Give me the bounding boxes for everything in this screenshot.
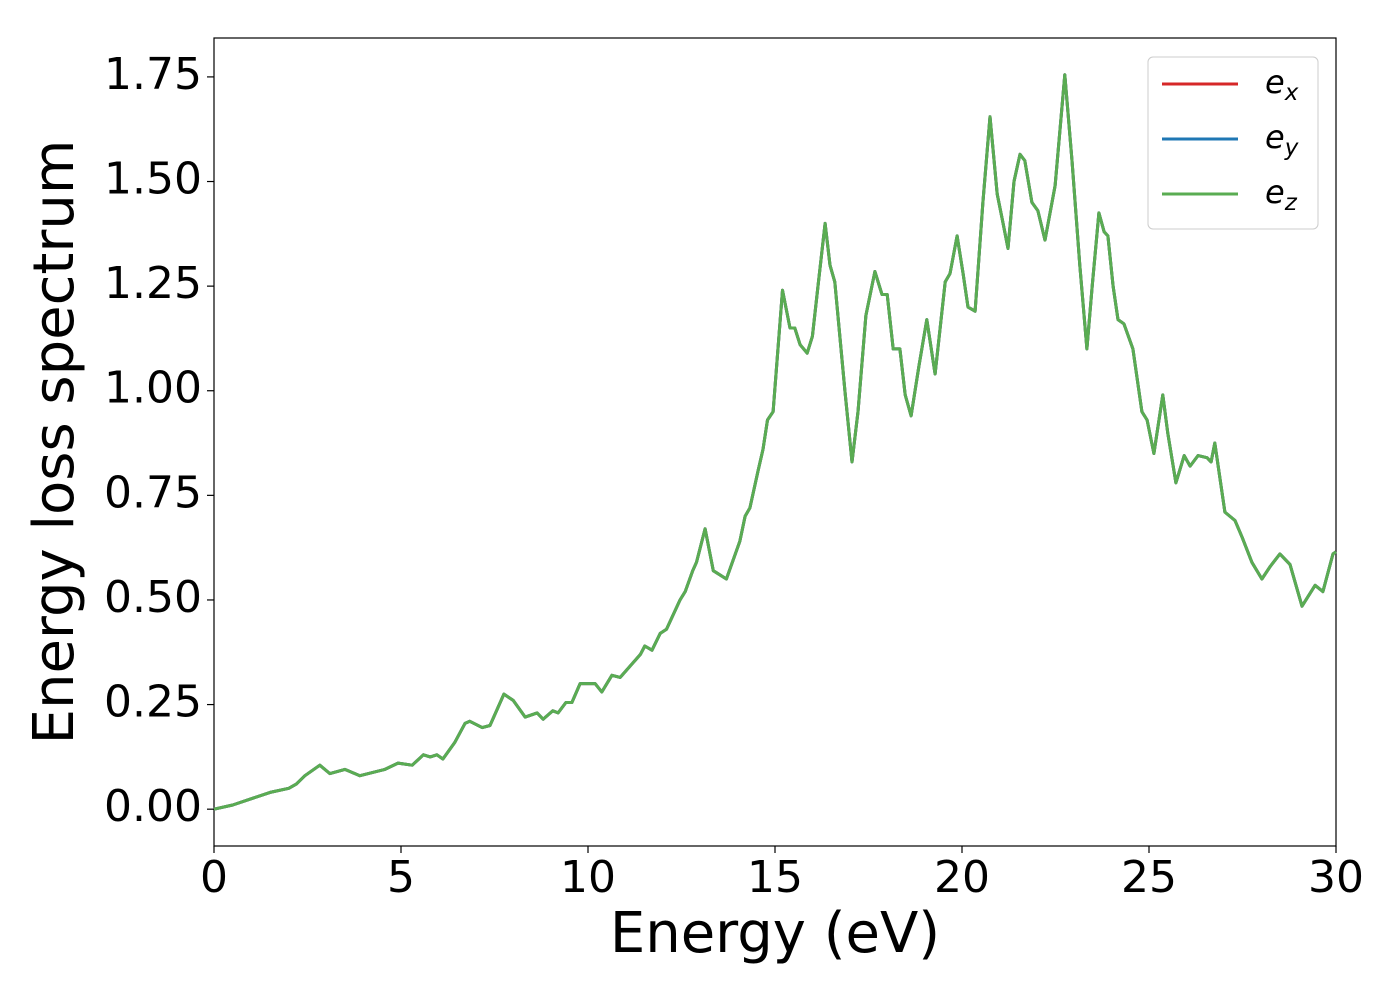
y-tick-label: 1.25 xyxy=(104,258,202,309)
legend-box xyxy=(1147,56,1319,230)
y-tick-label: 0.00 xyxy=(104,781,202,832)
x-tick-label: 15 xyxy=(747,852,803,903)
x-axis-label: Energy (eV) xyxy=(610,901,940,966)
series-line xyxy=(213,73,1337,811)
y-tick-label: 1.00 xyxy=(104,363,202,414)
y-axis-label: Energy loss spectrum xyxy=(22,140,87,745)
legend-label: ey xyxy=(1265,118,1299,161)
x-tick-label: 0 xyxy=(200,852,228,903)
y-tick-label: 1.50 xyxy=(104,154,202,205)
x-tick-label: 30 xyxy=(1308,852,1364,903)
y-tick-label: 1.75 xyxy=(104,49,202,100)
y-tick-label: 0.50 xyxy=(104,572,202,623)
x-tick-label: 25 xyxy=(1121,852,1177,903)
y-tick-label: 0.75 xyxy=(104,467,202,518)
x-tick-label: 10 xyxy=(560,852,616,903)
x-tick-label: 5 xyxy=(387,852,415,903)
x-tick-label: 20 xyxy=(934,852,990,903)
y-tick-label: 0.25 xyxy=(104,677,202,728)
